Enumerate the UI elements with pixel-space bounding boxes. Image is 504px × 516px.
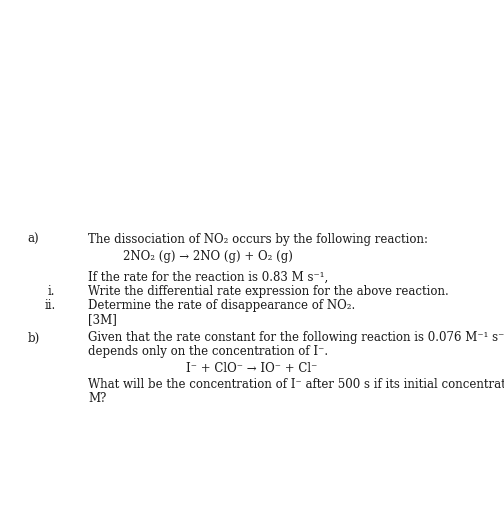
Text: Determine the rate of disappearance of NO₂.: Determine the rate of disappearance of N…: [88, 299, 355, 312]
Text: What will be the concentration of I⁻ after 500 s if its initial concentration is: What will be the concentration of I⁻ aft…: [88, 378, 504, 391]
Text: I⁻ + ClO⁻ → IO⁻ + Cl⁻: I⁻ + ClO⁻ → IO⁻ + Cl⁻: [186, 362, 318, 375]
Text: [3M]: [3M]: [88, 313, 117, 326]
Text: 2NO₂ (g) → 2NO (g) + O₂ (g): 2NO₂ (g) → 2NO (g) + O₂ (g): [123, 250, 293, 263]
Text: i.: i.: [48, 285, 55, 298]
Text: If the rate for the reaction is 0.83 M s⁻¹,: If the rate for the reaction is 0.83 M s…: [88, 271, 329, 284]
Text: a): a): [28, 233, 39, 247]
Text: b): b): [28, 331, 40, 345]
Text: The dissociation of NO₂ occurs by the following reaction:: The dissociation of NO₂ occurs by the fo…: [88, 233, 428, 247]
Text: Given that the rate constant for the following reaction is 0.076 M⁻¹ s⁻¹ and the: Given that the rate constant for the fol…: [88, 331, 504, 345]
Text: depends only on the concentration of I⁻.: depends only on the concentration of I⁻.: [88, 345, 328, 359]
Text: ii.: ii.: [44, 299, 55, 312]
Text: M?: M?: [88, 392, 106, 405]
Text: Write the differential rate expression for the above reaction.: Write the differential rate expression f…: [88, 285, 449, 298]
